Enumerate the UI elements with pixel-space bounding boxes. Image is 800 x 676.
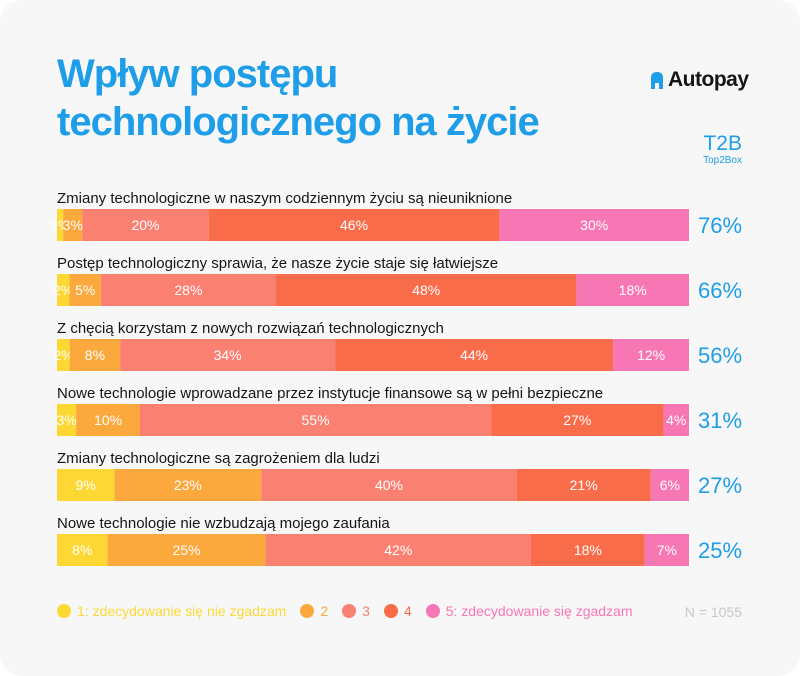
bar-segment <box>69 274 101 306</box>
segment-label: 12% <box>637 347 665 363</box>
segment-label: 34% <box>214 347 242 363</box>
bar-segment <box>57 534 108 566</box>
legend-label: 5: zdecydowanie się zgadzam <box>445 603 633 619</box>
segment-label: 23% <box>174 477 202 493</box>
legend-swatch <box>383 604 398 618</box>
question-label: Nowe technologie wprowadzane przez insty… <box>57 385 603 402</box>
segment-label: 5% <box>75 282 95 298</box>
bar-segment <box>114 469 262 501</box>
bar-segment <box>276 274 577 306</box>
stacked-bar-chart: Zmiany technologiczne w naszym codzienny… <box>53 190 743 566</box>
t2b-value: 31% <box>698 408 742 433</box>
bar-segment <box>613 339 689 371</box>
t2b-value: 66% <box>698 278 742 303</box>
segment-label: 55% <box>302 412 330 428</box>
question-label: Nowe technologie nie wzbudzają mojego za… <box>57 515 390 532</box>
sample-size-note: N = 1055 <box>684 604 742 620</box>
legend-item: 3 <box>342 603 370 619</box>
bar-segment <box>265 534 531 566</box>
segment-label: 28% <box>174 282 202 298</box>
bar-segment <box>261 469 517 501</box>
bar-segment <box>107 534 266 566</box>
chart-title: Wpływ postępu technologicznego na życie <box>57 52 540 144</box>
legend-swatch <box>57 604 71 618</box>
segment-label: 48% <box>412 282 440 298</box>
question-label: Zmiany technologiczne są zagrożeniem dla… <box>57 450 380 467</box>
segment-label: 20% <box>131 217 159 233</box>
segment-label: 30% <box>580 217 608 233</box>
segment-label: 8% <box>72 542 92 558</box>
bar-segment <box>69 339 121 371</box>
t2b-header: T2B Top2Box <box>703 133 742 167</box>
segment-label: 42% <box>384 542 412 558</box>
bar-segment <box>139 404 492 436</box>
t2b-value: 56% <box>698 343 742 368</box>
bar-segment <box>82 209 209 241</box>
bar-segment <box>491 404 664 436</box>
segment-label: 8% <box>85 347 105 363</box>
segment-label: 3% <box>63 217 83 233</box>
segment-label: 2% <box>53 347 73 363</box>
bar-segment <box>76 404 140 436</box>
question-label: Z chęcią korzystam z nowych rozwiązań te… <box>57 320 444 337</box>
legend-item: 2 <box>300 603 328 619</box>
bar-segment <box>120 339 336 371</box>
legend-swatch <box>342 604 357 618</box>
bar-segment <box>644 534 689 566</box>
bar-segment <box>57 469 115 501</box>
legend-label: 3 <box>362 603 370 619</box>
legend-item: 4 <box>383 603 412 619</box>
question-label: Zmiany technologiczne w naszym codzienny… <box>57 190 512 207</box>
bar-segment <box>57 209 64 241</box>
segment-label: 25% <box>173 542 201 558</box>
bar-segment <box>57 339 70 371</box>
bar-segment <box>650 469 689 501</box>
segment-label: 21% <box>570 477 598 493</box>
legend-label: 4 <box>403 603 412 619</box>
t2b-sublabel: Top2Box <box>703 155 742 166</box>
segment-label: 40% <box>375 477 403 493</box>
legend-item: 1: zdecydowanie się nie zgadzam <box>57 603 286 619</box>
chart-legend: 1: zdecydowanie się nie zgadzam 2 3 4 5: zde… <box>57 603 647 619</box>
bar-segment <box>57 274 70 306</box>
segment-label: 18% <box>619 282 647 298</box>
bar-segment <box>63 209 83 241</box>
legend-item: 5: zdecydowanie się zgadzam <box>425 603 633 619</box>
legend-label: 2 <box>320 603 329 619</box>
segment-label: 6% <box>660 477 680 493</box>
segment-label: 44% <box>460 347 488 363</box>
question-label: Postęp technologiczny sprawia, że nasze … <box>57 255 498 272</box>
segment-label: 46% <box>340 217 368 233</box>
bar-segment <box>531 534 645 566</box>
bar-segment <box>663 404 689 436</box>
t2b-value: 76% <box>698 213 742 238</box>
segment-label: 27% <box>563 412 591 428</box>
bar-segment <box>576 274 689 306</box>
bar-segment <box>100 274 277 306</box>
autopay-logo-icon <box>651 72 663 89</box>
legend-swatch <box>425 604 440 618</box>
legend-swatch <box>300 604 315 618</box>
segment-label: 3% <box>56 412 76 428</box>
segment-label: 18% <box>574 542 602 558</box>
bar-segment <box>499 209 689 241</box>
legend-label: 1: zdecydowanie się nie zgadzam <box>77 603 287 619</box>
segment-label: 9% <box>76 477 96 493</box>
bar-segment <box>516 469 651 501</box>
segment-label: 7% <box>657 542 677 558</box>
t2b-value: 25% <box>698 538 742 563</box>
autopay-logo: Autopay <box>650 68 749 92</box>
logo-text: Autopay <box>668 68 749 91</box>
bar-segment <box>57 404 77 436</box>
segment-label: 4% <box>666 412 686 428</box>
t2b-value: 27% <box>698 473 742 498</box>
t2b-label: T2B <box>703 132 742 155</box>
segment-label: 2% <box>53 282 73 298</box>
bar-segment <box>335 339 614 371</box>
bar-segment <box>208 209 500 241</box>
segment-label: 10% <box>94 412 122 428</box>
